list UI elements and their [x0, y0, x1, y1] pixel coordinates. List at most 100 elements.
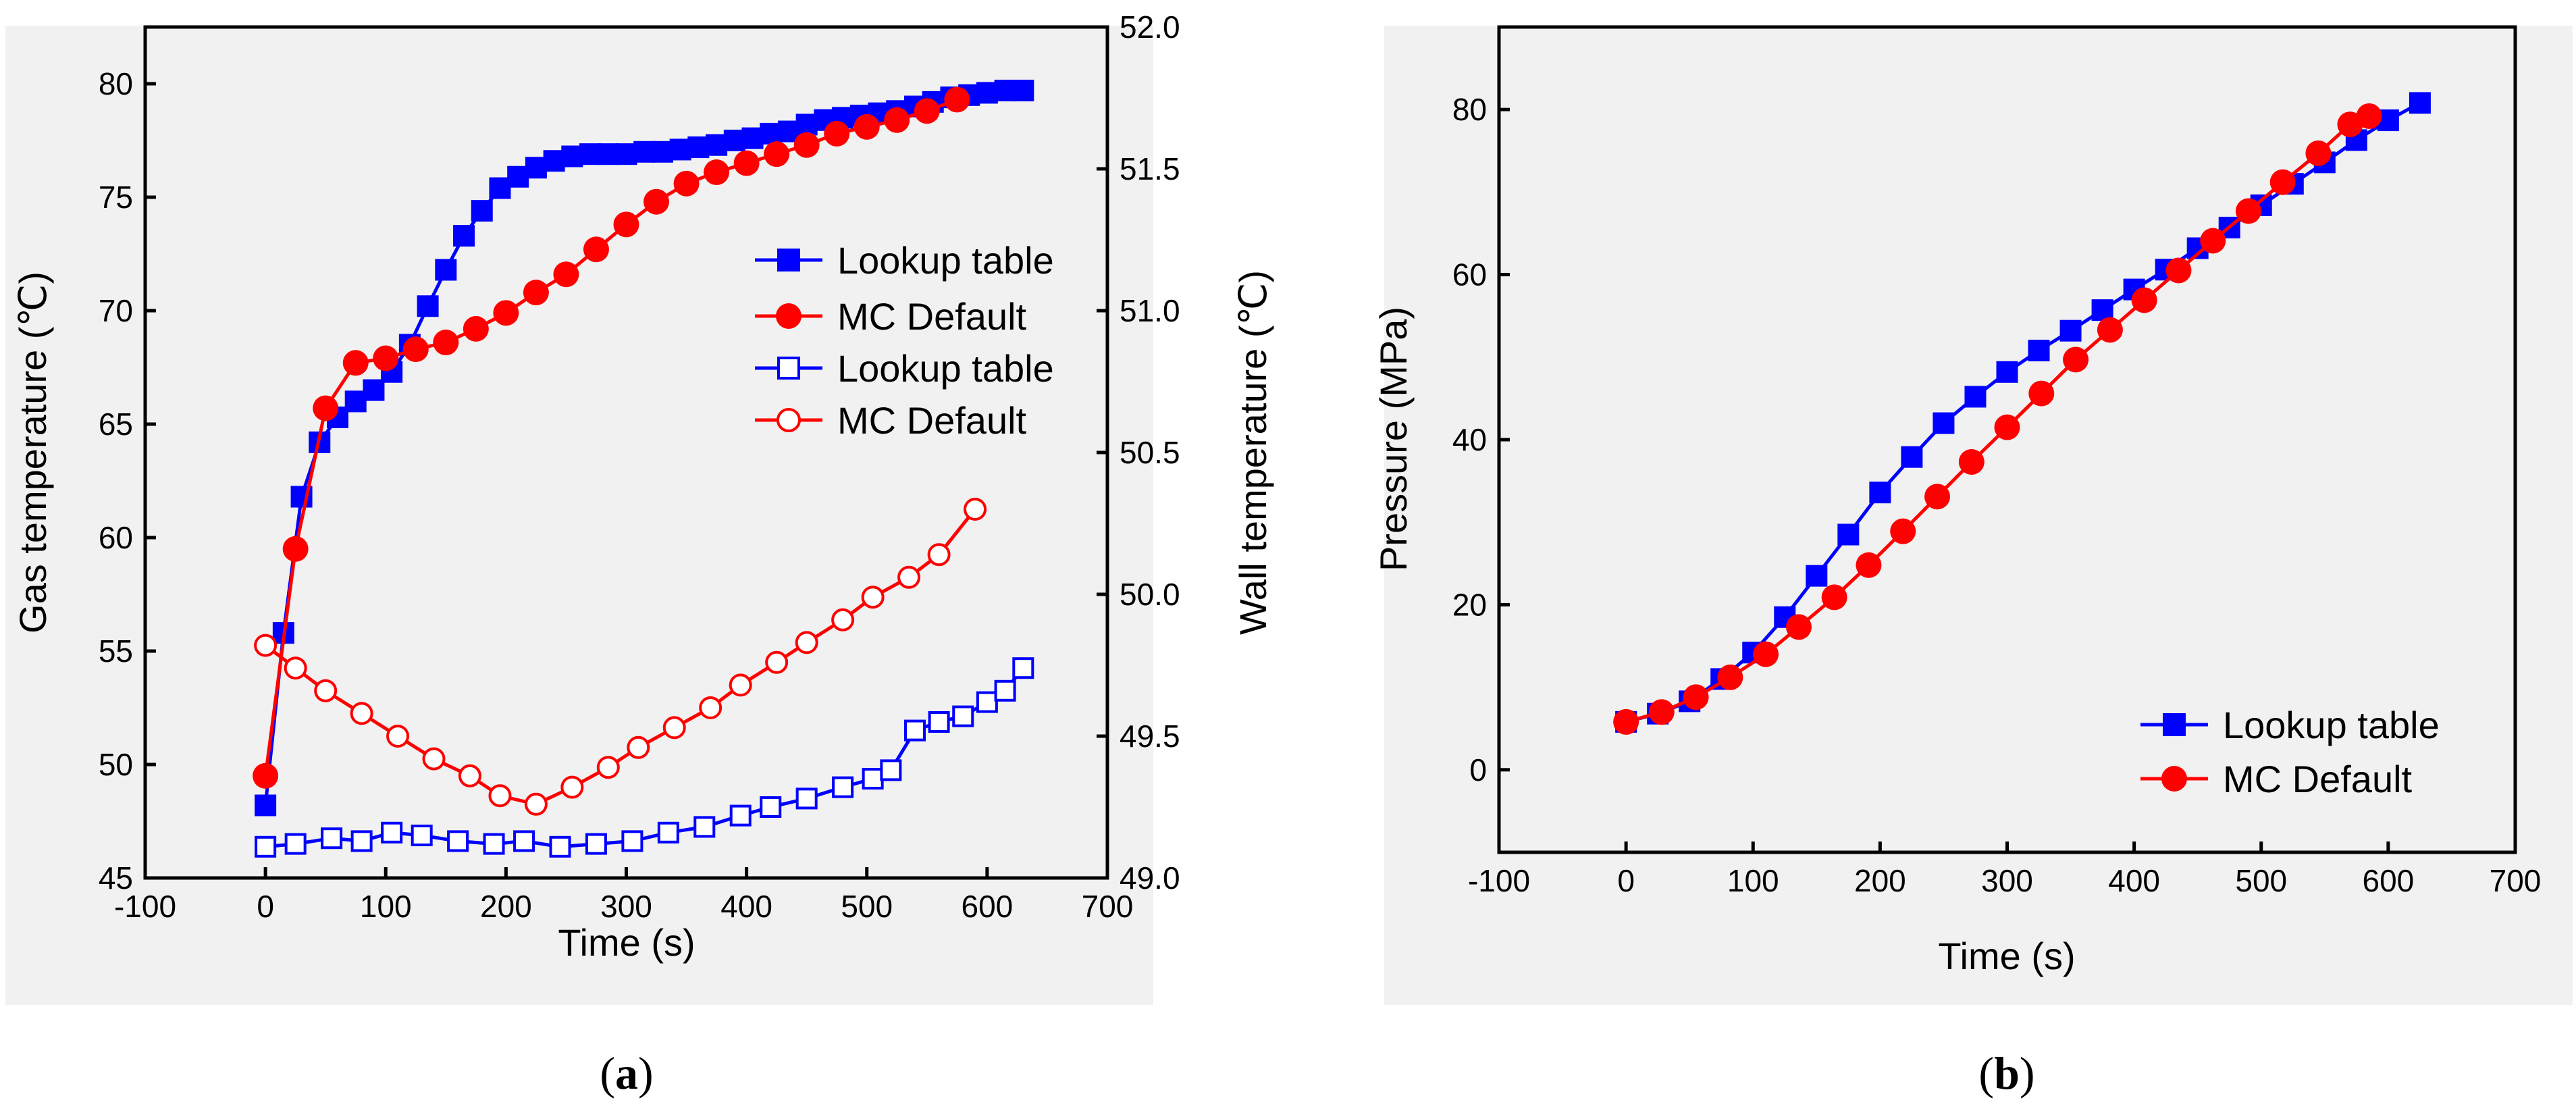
data-point	[422, 747, 446, 771]
y-tick-label: 75	[99, 180, 133, 215]
data-point	[723, 130, 745, 151]
series-lookup-table-open	[255, 657, 1034, 858]
data-point	[253, 762, 279, 789]
data-point	[1613, 708, 1639, 735]
panel-b-background	[1384, 26, 2573, 1005]
legend-b-label-lookup: Lookup table	[2223, 704, 2440, 746]
data-point	[760, 796, 782, 818]
data-point	[795, 631, 818, 654]
data-point	[928, 711, 950, 733]
x-tick-label: -100	[1468, 863, 1530, 898]
data-point	[373, 345, 399, 371]
data-point	[884, 107, 910, 133]
data-point	[2059, 319, 2082, 342]
data-point	[862, 768, 884, 790]
data-point	[831, 608, 855, 631]
data-point	[1753, 641, 1779, 667]
x-tick-label: 400	[720, 889, 772, 924]
data-point	[417, 295, 439, 317]
y-tick-label: 80	[1452, 92, 1487, 127]
data-point	[483, 833, 505, 855]
data-point	[662, 716, 686, 740]
data-point	[1994, 414, 2020, 440]
data-point	[1648, 699, 1675, 725]
data-point	[1996, 361, 2018, 383]
data-point	[255, 835, 277, 858]
caption-b: (b)	[1978, 1047, 2034, 1099]
legend-a-label-mc-filled: MC Default	[837, 295, 1027, 338]
x-tick-label: 500	[2235, 863, 2287, 898]
legend-b-marker-lookup	[2163, 713, 2186, 736]
data-point	[363, 379, 385, 401]
data-point	[1890, 518, 1916, 544]
panel-b-x-ticks: -100 0 100 200 300 400 500 600 700	[1468, 842, 2541, 898]
data-point	[733, 150, 760, 176]
panel-a-chart: -100 0 100 200 300 400 500 600 700 45 50 55 60 65 70 7…	[5, 9, 1274, 1005]
data-point	[488, 784, 512, 808]
data-point	[255, 794, 277, 817]
x-tick-label: 300	[1981, 863, 2033, 898]
data-point	[513, 830, 535, 852]
data-point	[2200, 228, 2226, 254]
data-point	[914, 98, 940, 124]
data-point	[1683, 684, 1709, 710]
y2-tick-label: 51.0	[1120, 293, 1180, 328]
data-point	[597, 143, 619, 165]
data-point	[613, 211, 639, 238]
data-point	[880, 759, 902, 781]
data-point	[381, 821, 403, 844]
data-point	[553, 261, 579, 288]
data-point	[729, 804, 752, 827]
data-point	[507, 165, 529, 188]
data-point	[952, 705, 974, 727]
data-point	[463, 315, 489, 342]
data-point	[523, 280, 549, 306]
y2-tick-label: 49.0	[1120, 860, 1180, 896]
y2-tick-label: 52.0	[1120, 9, 1180, 45]
data-point	[2131, 287, 2157, 313]
data-point	[254, 633, 278, 657]
series-mc-default	[1613, 103, 2382, 735]
panel-a-x-ticks: -100 0 100 200 300 400 500 600 700	[114, 867, 1133, 924]
data-point	[1856, 552, 1882, 578]
data-point	[706, 134, 728, 156]
data-point	[560, 775, 584, 799]
data-point	[1869, 482, 1891, 504]
data-point	[704, 159, 730, 186]
panel-a-y-axis-title: Gas temperature (℃)	[11, 271, 54, 633]
data-point	[944, 86, 970, 113]
data-point	[795, 787, 818, 810]
data-point	[643, 188, 670, 215]
x-tick-label: 600	[962, 889, 1014, 924]
legend-a-label-lookup-filled: Lookup table	[837, 239, 1054, 282]
data-point	[350, 830, 373, 852]
data-point	[832, 776, 854, 798]
x-tick-label: 700	[1082, 889, 1134, 924]
data-point	[897, 565, 921, 589]
data-point	[386, 725, 410, 748]
data-point	[585, 833, 607, 855]
data-point	[1933, 412, 1955, 434]
data-point	[1924, 484, 1951, 510]
data-point	[525, 157, 547, 179]
data-point	[2269, 169, 2296, 195]
data-point	[561, 145, 583, 167]
y-tick-label: 0	[1469, 752, 1487, 787]
data-point	[344, 390, 367, 413]
y-tick-label: 60	[1452, 257, 1487, 292]
data-point	[741, 127, 764, 149]
data-point	[729, 673, 752, 697]
data-point	[524, 792, 548, 816]
data-point	[2063, 346, 2089, 373]
data-point	[543, 150, 565, 172]
panel-a-background	[5, 26, 1153, 1005]
panel-a-y2-axis-title: Wall temperature (℃)	[1232, 270, 1274, 635]
data-point	[795, 113, 818, 136]
data-point	[673, 170, 700, 197]
y-tick-label: 55	[99, 633, 133, 669]
x-tick-label: 200	[480, 889, 532, 924]
x-tick-label: 700	[2490, 863, 2542, 898]
data-point	[927, 543, 951, 567]
data-point	[1806, 565, 1828, 587]
